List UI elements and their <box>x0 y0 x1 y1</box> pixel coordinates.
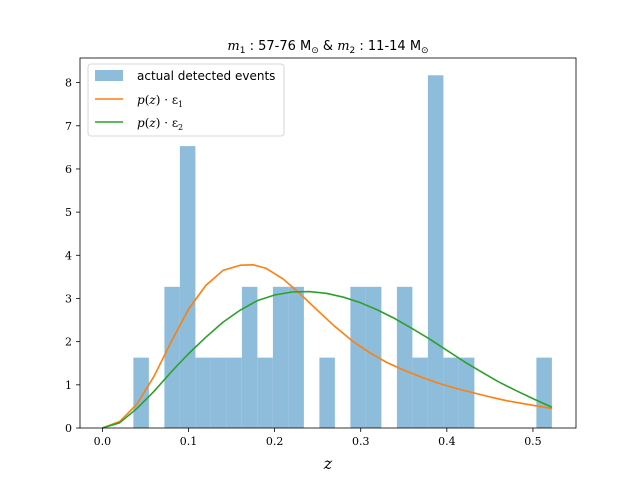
legend-s1-p: p <box>137 93 145 107</box>
x-tick-label: 0.1 <box>180 435 198 448</box>
y-tick-label: 5 <box>65 206 72 219</box>
histogram-bar <box>288 286 304 428</box>
histogram-bar <box>443 357 459 428</box>
x-axis-ticks: 0.0 0.1 0.2 0.3 0.4 0.5 <box>94 428 542 448</box>
series-line-2 <box>102 290 553 429</box>
title-m2: m <box>337 39 349 54</box>
x-tick-label: 0.4 <box>438 435 456 448</box>
legend-swatch-histogram <box>95 70 123 81</box>
histogram-bar <box>195 357 211 428</box>
title-m2-range: : 11-14 M <box>355 39 421 54</box>
legend-label-series-2: p(z) · ε2 <box>137 116 183 132</box>
x-tick-label: 0.3 <box>352 435 370 448</box>
x-tick-label: 0.0 <box>94 435 112 448</box>
legend-s2-p: p <box>137 116 145 130</box>
y-tick-label: 7 <box>65 120 72 133</box>
histogram-bar <box>210 357 227 428</box>
histogram-bar <box>241 286 258 428</box>
y-axis-ticks: 0 1 2 3 4 5 6 7 8 <box>65 77 80 435</box>
legend-label-histogram: actual detected events <box>137 69 275 83</box>
title-m1-range: : 57-76 M <box>245 39 311 54</box>
title-sun-symbol-1: ⊙ <box>311 46 319 56</box>
plot-frame <box>79 57 577 429</box>
legend-box <box>87 63 285 137</box>
histogram-bar <box>365 286 382 428</box>
title-m1: m <box>227 39 239 54</box>
legend-s1-lparen: ( <box>145 93 150 107</box>
y-tick-label: 1 <box>65 379 72 392</box>
histogram-bar <box>133 357 149 428</box>
legend-s1-z: z <box>148 93 156 107</box>
x-axis-label: z <box>323 454 333 473</box>
histogram-bar <box>257 357 273 428</box>
histogram-bar <box>350 286 366 428</box>
title-m2-sub: 2 <box>350 46 356 56</box>
legend-s1-rest: ) · ε <box>156 93 178 107</box>
series-line-1 <box>102 264 553 429</box>
legend: actual detected events p(z) · ε1 p(z) · … <box>87 63 285 137</box>
legend-s2-sub: 2 <box>178 123 183 132</box>
legend-s2-rest: ) · ε <box>156 116 178 130</box>
y-tick-label: 4 <box>65 249 72 262</box>
y-tick-label: 8 <box>65 77 72 90</box>
histogram-bar <box>272 286 289 428</box>
histogram-bar <box>164 286 180 428</box>
histogram-bar <box>536 357 552 428</box>
y-tick-label: 6 <box>65 163 72 176</box>
title-sun-symbol-2: ⊙ <box>421 46 429 56</box>
title-m1-sub: 1 <box>240 46 246 56</box>
x-tick-label: 0.5 <box>524 435 542 448</box>
legend-s2-z: z <box>148 116 156 130</box>
histogram-bar <box>427 75 444 429</box>
histogram-bar <box>179 146 196 428</box>
density-curves <box>102 264 553 429</box>
histogram-bars <box>133 75 552 429</box>
histogram-bar <box>396 286 413 428</box>
histogram-bar <box>458 357 475 428</box>
y-tick-label: 2 <box>65 336 72 349</box>
legend-s2-lparen: ( <box>145 116 150 130</box>
y-tick-label: 3 <box>65 292 72 305</box>
histogram-bar <box>412 357 428 428</box>
title-ampersand: & <box>319 39 337 54</box>
x-tick-label: 0.2 <box>266 435 284 448</box>
legend-label-series-1: p(z) · ε1 <box>137 93 183 109</box>
y-tick-label: 0 <box>65 422 72 435</box>
histogram-bar <box>319 357 335 428</box>
legend-s1-sub: 1 <box>178 100 183 109</box>
chart-title: m1 : 57-76 M⊙ & m2 : 11-14 M⊙ <box>227 39 428 56</box>
histogram-bar <box>226 357 242 428</box>
